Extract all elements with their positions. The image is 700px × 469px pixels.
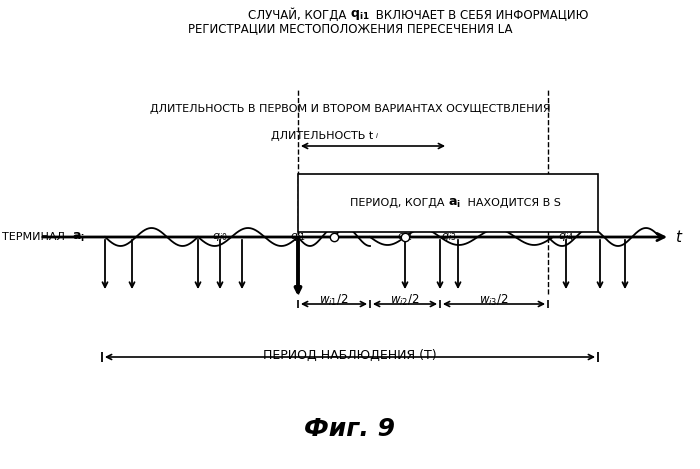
Text: $w_{i2}$/2: $w_{i2}$/2 (391, 293, 420, 308)
Text: $\mathbf{a_i}$: $\mathbf{a_i}$ (448, 197, 461, 210)
Text: $w_{i3}$/2: $w_{i3}$/2 (480, 293, 509, 308)
Bar (298, 174, 598, 232)
Text: ДЛИТЕЛЬНОСТЬ t: ДЛИТЕЛЬНОСТЬ t (271, 131, 373, 141)
Text: $q_{i1}$: $q_{i1}$ (290, 231, 306, 243)
Text: t: t (675, 229, 681, 244)
Text: $w_{i1}$/2: $w_{i1}$/2 (319, 293, 349, 308)
Text: НАХОДИТСЯ В S: НАХОДИТСЯ В S (464, 198, 561, 208)
Text: ВКЛЮЧАЕТ В СЕБЯ ИНФОРМАЦИЮ: ВКЛЮЧАЕТ В СЕБЯ ИНФОРМАЦИЮ (372, 8, 589, 21)
Text: ПЕРИОД, КОГДА: ПЕРИОД, КОГДА (350, 198, 448, 208)
Text: $q_{i0}$: $q_{i0}$ (212, 231, 228, 243)
Text: ПЕРИОД НАБЛЮДЕНИЯ (T): ПЕРИОД НАБЛЮДЕНИЯ (T) (263, 349, 437, 362)
Text: $_i$: $_i$ (375, 131, 379, 141)
Text: ТЕРМИНАЛ: ТЕРМИНАЛ (2, 232, 69, 242)
Text: $q_{i2}$: $q_{i2}$ (398, 231, 413, 243)
Text: СЛУЧАЙ, КОГДА: СЛУЧАЙ, КОГДА (248, 8, 350, 22)
Text: $q_{i3}$: $q_{i3}$ (441, 231, 456, 243)
Text: $q_{i4}$: $q_{i4}$ (558, 231, 574, 243)
Text: $\mathbf{q_{i1}}$: $\mathbf{q_{i1}}$ (350, 8, 370, 22)
Text: ДЛИТЕЛЬНОСТЬ В ПЕРВОМ И ВТОРОМ ВАРИАНТАХ ОСУЩЕСТВЛЕНИЯ: ДЛИТЕЛЬНОСТЬ В ПЕРВОМ И ВТОРОМ ВАРИАНТАХ… (150, 104, 550, 114)
Text: $\mathbf{a_i}$: $\mathbf{a_i}$ (72, 230, 85, 243)
Text: Фиг. 9: Фиг. 9 (304, 417, 395, 441)
Text: РЕГИСТРАЦИИ МЕСТОПОЛОЖЕНИЯ ПЕРЕСЕЧЕНИЯ LA: РЕГИСТРАЦИИ МЕСТОПОЛОЖЕНИЯ ПЕРЕСЕЧЕНИЯ L… (188, 22, 512, 35)
